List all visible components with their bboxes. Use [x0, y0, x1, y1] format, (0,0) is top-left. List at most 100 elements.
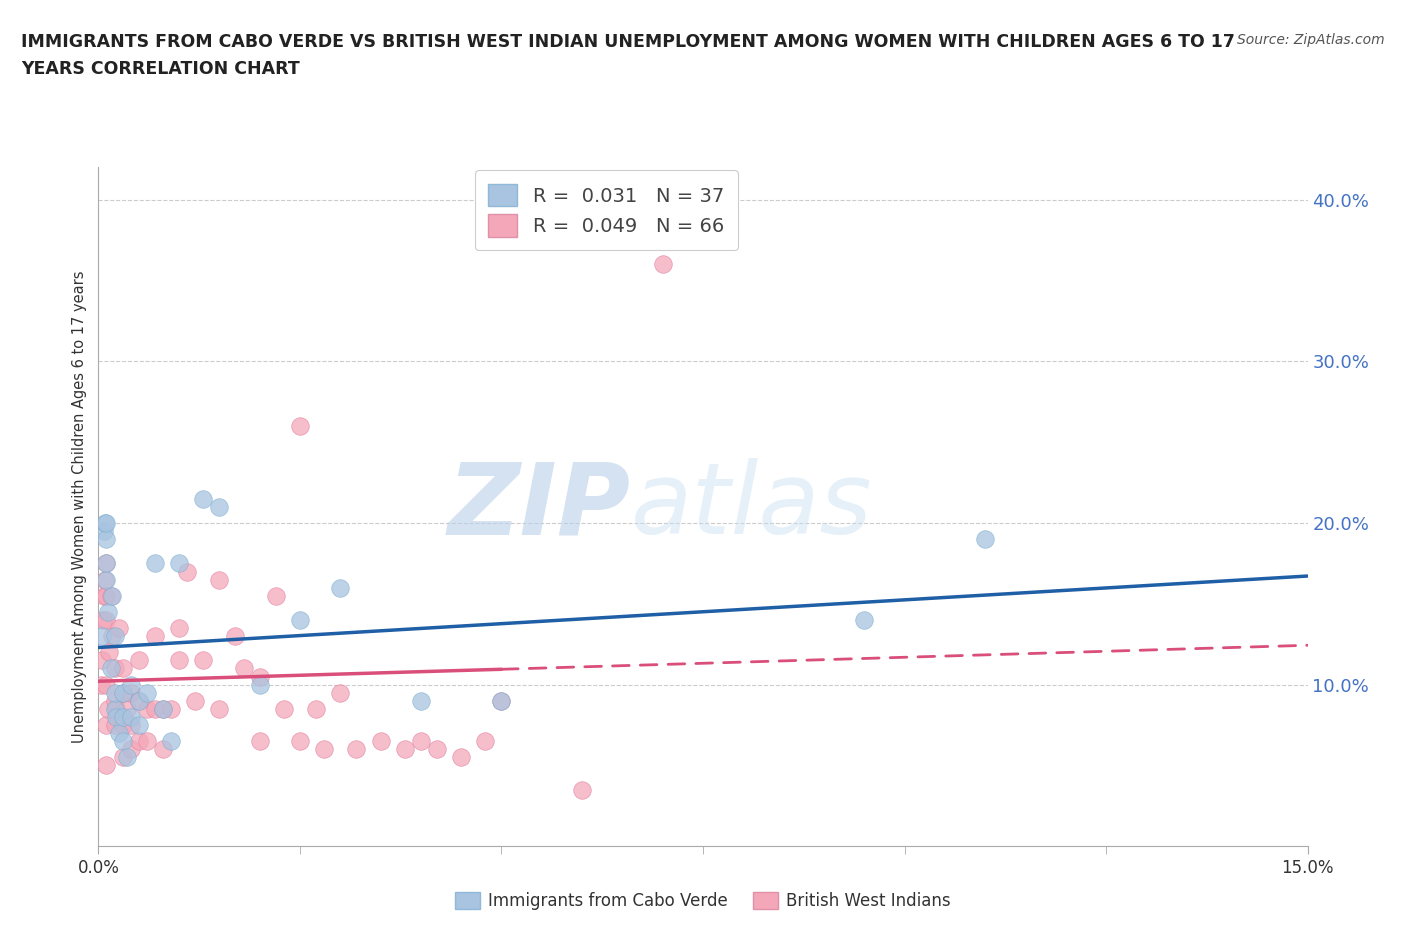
Point	[143, 629, 166, 644]
Point	[93, 589, 115, 604]
Point	[120, 742, 142, 757]
Point	[152, 701, 174, 716]
Point	[111, 734, 134, 749]
Point	[111, 685, 134, 700]
Y-axis label: Unemployment Among Women with Children Ages 6 to 17 years: Unemployment Among Women with Children A…	[72, 271, 87, 743]
Text: Source: ZipAtlas.com: Source: ZipAtlas.com	[1237, 33, 1385, 46]
Point	[128, 653, 150, 668]
Point	[224, 629, 246, 644]
Point	[152, 742, 174, 757]
Point	[232, 661, 254, 676]
Point	[409, 734, 432, 749]
Point	[264, 589, 287, 604]
Point	[273, 701, 295, 716]
Point	[370, 734, 392, 749]
Point	[167, 620, 190, 635]
Point	[288, 613, 311, 628]
Point	[96, 589, 118, 604]
Point	[143, 701, 166, 716]
Point	[176, 565, 198, 579]
Point	[101, 589, 124, 604]
Point	[107, 725, 129, 740]
Point	[120, 677, 142, 692]
Point	[111, 718, 134, 733]
Point	[152, 701, 174, 716]
Point	[90, 677, 112, 692]
Point	[288, 734, 311, 749]
Point	[135, 734, 157, 749]
Point	[97, 701, 120, 716]
Point	[193, 491, 215, 506]
Point	[160, 701, 183, 716]
Point	[94, 515, 117, 530]
Point	[103, 629, 125, 644]
Point	[91, 629, 114, 644]
Point	[305, 701, 328, 716]
Point	[120, 718, 142, 733]
Point	[103, 694, 125, 709]
Point	[91, 653, 114, 668]
Point	[111, 685, 134, 700]
Point	[249, 677, 271, 692]
Point	[394, 742, 416, 757]
Point	[344, 742, 367, 757]
Text: ZIP: ZIP	[447, 458, 630, 555]
Point	[115, 701, 138, 716]
Point	[409, 694, 432, 709]
Text: YEARS CORRELATION CHART: YEARS CORRELATION CHART	[21, 60, 299, 78]
Point	[193, 653, 215, 668]
Point	[96, 758, 118, 773]
Point	[105, 701, 128, 716]
Point	[208, 499, 231, 514]
Point	[100, 589, 122, 604]
Point	[288, 418, 311, 433]
Point	[491, 694, 513, 709]
Point	[208, 701, 231, 716]
Point	[208, 572, 231, 587]
Point	[96, 613, 118, 628]
Point	[96, 556, 118, 571]
Point	[160, 734, 183, 749]
Point	[103, 701, 125, 716]
Point	[100, 661, 122, 676]
Point	[94, 572, 117, 587]
Point	[103, 718, 125, 733]
Point	[329, 685, 352, 700]
Point	[143, 556, 166, 571]
Point	[96, 718, 118, 733]
Point	[426, 742, 449, 757]
Point	[167, 653, 190, 668]
Point	[111, 661, 134, 676]
Point	[474, 734, 496, 749]
Point	[120, 710, 142, 724]
Legend: R =  0.031   N = 37, R =  0.049   N = 66: R = 0.031 N = 37, R = 0.049 N = 66	[475, 170, 738, 250]
Point	[128, 718, 150, 733]
Point	[491, 694, 513, 709]
Point	[96, 572, 118, 587]
Text: IMMIGRANTS FROM CABO VERDE VS BRITISH WEST INDIAN UNEMPLOYMENT AMONG WOMEN WITH : IMMIGRANTS FROM CABO VERDE VS BRITISH WE…	[21, 33, 1234, 50]
Point	[135, 701, 157, 716]
Point	[128, 734, 150, 749]
Point	[105, 710, 128, 724]
Point	[128, 694, 150, 709]
Point	[249, 670, 271, 684]
Legend: Immigrants from Cabo Verde, British West Indians: Immigrants from Cabo Verde, British West…	[449, 885, 957, 917]
Point	[450, 750, 472, 764]
Point	[111, 750, 134, 764]
Point	[314, 742, 336, 757]
Point	[167, 556, 190, 571]
Point	[115, 750, 138, 764]
Point	[651, 257, 673, 272]
Point	[91, 613, 114, 628]
Point	[96, 532, 118, 547]
Point	[329, 580, 352, 595]
Point	[853, 613, 876, 628]
Point	[111, 710, 134, 724]
Point	[96, 556, 118, 571]
Point	[120, 685, 142, 700]
Point	[135, 685, 157, 700]
Point	[103, 661, 125, 676]
Point	[93, 524, 115, 538]
Point	[571, 782, 593, 797]
Point	[96, 515, 118, 530]
